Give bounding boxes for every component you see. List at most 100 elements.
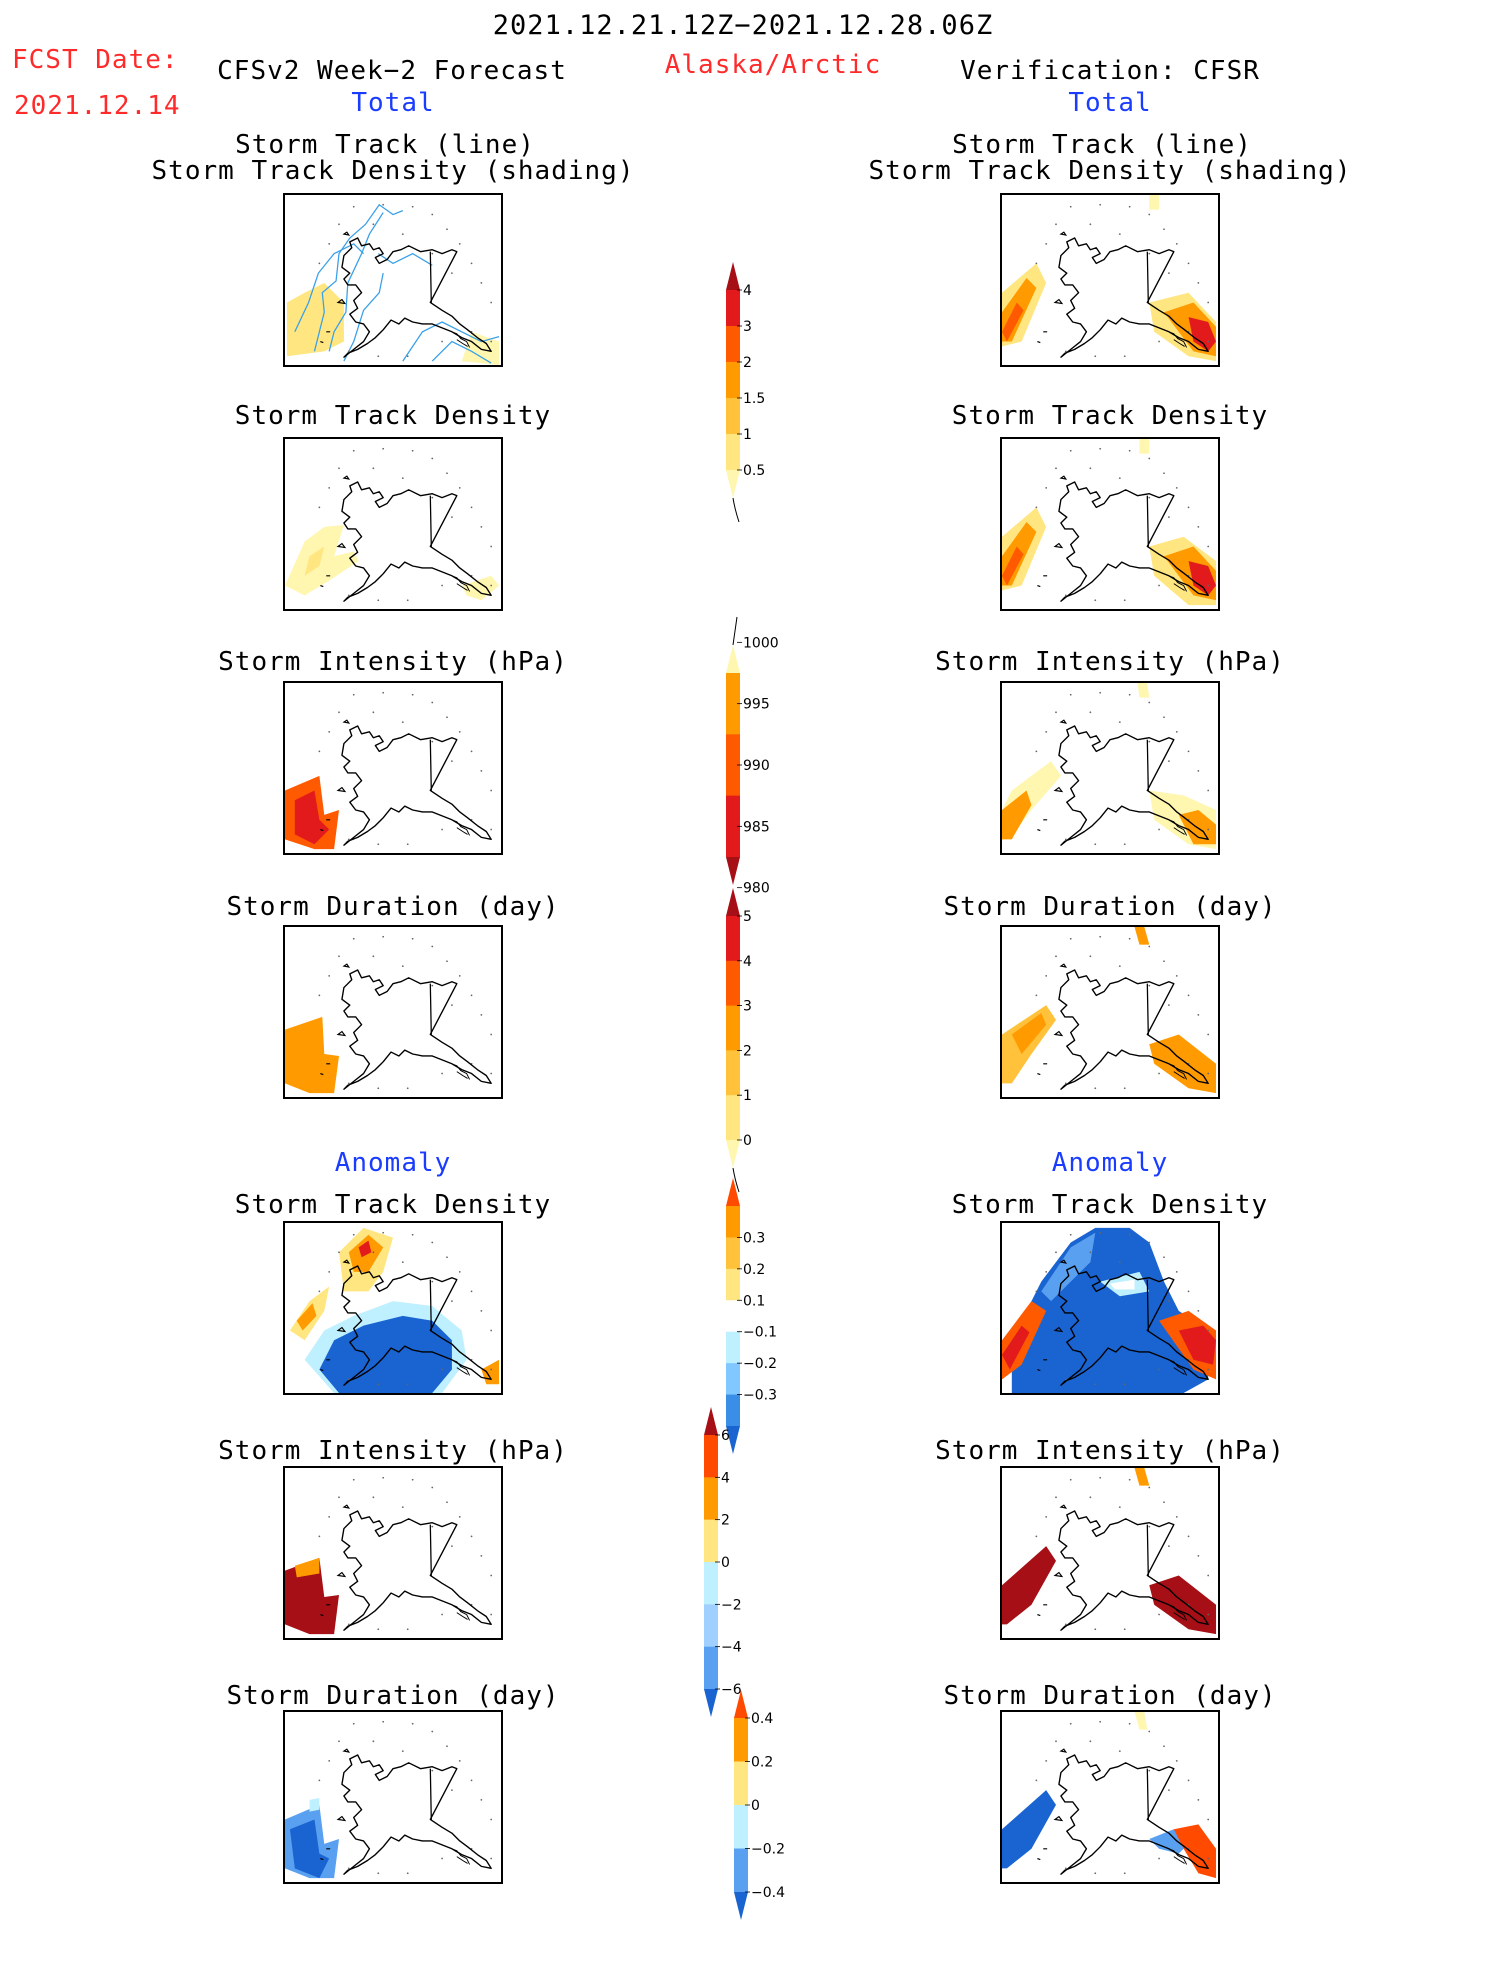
duration_total-tick-label: 3 <box>743 999 752 1015</box>
intensity_total-tail <box>732 616 738 646</box>
density_total-tick-label: 4 <box>743 283 752 299</box>
intensity_anom-tick-label: 4 <box>721 1470 730 1486</box>
map-verification-intensity <box>1000 681 1220 855</box>
duration_total-svg: 5 4 3 2 1 0 <box>726 888 752 1193</box>
map-forecast-track <box>283 193 503 367</box>
colorbar-density-total: 4 3 2 1.5 1 0.5 <box>720 262 780 542</box>
map-verification-density-anomaly <box>1000 1221 1220 1395</box>
map-forecast-duration <box>283 925 503 1099</box>
density_total-tick-label: 1 <box>743 427 752 443</box>
density_total-top-arrow <box>726 262 740 290</box>
right-anomaly-label: Anomaly <box>1051 1148 1169 1178</box>
density_total-svg: 4 3 2 1.5 1 0.5 <box>726 262 765 523</box>
valid-period-title: 2021.12.21.12Z−2021.12.28.06Z <box>492 10 994 41</box>
intensity_anom-segment <box>704 1519 718 1563</box>
left-anom-duration-title: Storm Duration (day) <box>226 1681 560 1711</box>
intensity_anom-tick-label: 2 <box>721 1513 730 1529</box>
duration_anom-tick-label: −0.2 <box>751 1842 785 1858</box>
duration_total-top-arrow <box>726 888 740 916</box>
density_anom-segment <box>726 1363 740 1396</box>
map-forecast-duration-anomaly <box>283 1710 503 1884</box>
colorbar-duration-anomaly: 0.4 0.2 0 −0.2 −0.4 <box>728 1690 788 1964</box>
right-anom-duration-title: Storm Duration (day) <box>943 1681 1277 1711</box>
intensity_total-tick-label: 1000 <box>743 635 779 651</box>
colorbar-density-anomaly: 0.3 0.2 0.1 −0.1 −0.2 −0.3 <box>720 1178 780 1498</box>
intensity_anom-segment <box>704 1646 718 1690</box>
duration_anom-svg: 0.4 0.2 0 −0.2 −0.4 <box>734 1690 785 1920</box>
duration_anom-tick-label: 0.2 <box>751 1755 773 1771</box>
intensity_total-segment <box>726 734 740 797</box>
duration_anom-bottom-arrow <box>734 1892 748 1920</box>
duration_anom-segment <box>734 1848 748 1893</box>
duration_total-tick-label: 2 <box>743 1043 752 1059</box>
intensity_anom-segment <box>704 1562 718 1605</box>
density_total-tail <box>732 497 740 523</box>
intensity_anom-bottom-arrow <box>704 1689 718 1717</box>
duration_total-segment <box>726 960 740 1007</box>
intensity_anom-tick-label: −6 <box>721 1682 742 1698</box>
intensity_total-tick-label: 985 <box>743 819 770 835</box>
intensity_total-tick-label: 980 <box>743 881 770 897</box>
density_total-segment <box>726 326 740 363</box>
intensity_anom-segment <box>704 1477 718 1521</box>
colorbar-duration-total: 5 4 3 2 1 0 <box>720 888 780 1212</box>
colorbar-intensity-total: 1000 995 990 985 980 <box>720 616 780 929</box>
fcst-date-label: FCST Date: <box>12 45 179 75</box>
right-track-title-2: Storm Track Density (shading) <box>868 156 1352 186</box>
duration_anom-segment <box>734 1805 748 1849</box>
density_total-bottom-arrow <box>726 470 740 498</box>
duration_total-segment <box>726 916 740 962</box>
duration_total-segment <box>726 1005 740 1051</box>
right-intensity-title: Storm Intensity (hPa) <box>935 647 1285 677</box>
duration_total-tick-label: 1 <box>743 1088 752 1104</box>
intensity_total-tick-label: 995 <box>743 697 770 713</box>
duration_anom-top-arrow <box>734 1690 748 1718</box>
density_anom-tick-label: −0.3 <box>743 1388 777 1404</box>
right-density-title: Storm Track Density <box>951 401 1269 431</box>
duration_total-tick-label: 4 <box>743 954 752 970</box>
density_anom-tick-label: 0.1 <box>743 1293 765 1309</box>
map-verification-density <box>1000 437 1220 611</box>
map-verification-track <box>1000 193 1220 367</box>
map-verification-duration-anomaly <box>1000 1710 1220 1884</box>
intensity_total-svg: 1000 995 990 985 980 <box>726 616 779 897</box>
density_total-segment <box>726 290 740 327</box>
density_total-tick-label: 2 <box>743 355 752 371</box>
map-forecast-density-anomaly <box>283 1221 503 1395</box>
density_anom-segment <box>726 1206 740 1238</box>
right-track-title-1: Storm Track (line) <box>952 130 1252 160</box>
duration_anom-segment <box>734 1761 748 1806</box>
left-anom-density-title: Storm Track Density <box>234 1190 552 1220</box>
density_total-segment <box>726 398 740 435</box>
map-verification-intensity-anomaly <box>1000 1466 1220 1640</box>
duration_anom-segment <box>734 1718 748 1762</box>
density_anom-tick-label: −0.2 <box>743 1356 777 1372</box>
intensity_anom-tick-label: 0 <box>721 1555 730 1571</box>
intensity_total-segment <box>726 673 740 735</box>
forecast-title: CFSv2 Week−2 Forecast <box>217 56 567 86</box>
density_anom-segment <box>726 1394 740 1427</box>
density_anom-tick-label: 0.3 <box>743 1230 765 1246</box>
density_total-tick-label: 0.5 <box>743 463 765 479</box>
density_anom-tick-label: 0.2 <box>743 1262 765 1278</box>
left-anomaly-label: Anomaly <box>334 1148 452 1178</box>
intensity_total-bottom-arrow <box>726 857 740 885</box>
right-anom-density-title: Storm Track Density <box>951 1190 1269 1220</box>
density_anom-segment <box>726 1300 740 1333</box>
intensity_anom-segment <box>704 1435 718 1478</box>
duration_anom-tick-label: 0 <box>751 1798 760 1814</box>
total-label-right: Total <box>1068 88 1152 118</box>
duration_total-tick-label: 0 <box>743 1133 752 1149</box>
density_total-segment <box>726 434 740 471</box>
intensity_anom-tick-label: 6 <box>721 1428 730 1444</box>
verification-title: Verification: CFSR <box>960 56 1260 86</box>
map-forecast-intensity <box>283 681 503 855</box>
duration_total-bottom-arrow <box>726 1140 740 1168</box>
region-title: Alaska/Arctic <box>664 50 882 80</box>
left-intensity-title: Storm Intensity (hPa) <box>218 647 568 677</box>
right-anom-intensity-title: Storm Intensity (hPa) <box>935 1436 1285 1466</box>
density_anom-tick-label: −0.1 <box>743 1325 777 1341</box>
duration_total-tick-label: 5 <box>743 909 752 925</box>
duration_total-tail <box>732 1167 740 1193</box>
left-duration-title: Storm Duration (day) <box>226 892 560 922</box>
